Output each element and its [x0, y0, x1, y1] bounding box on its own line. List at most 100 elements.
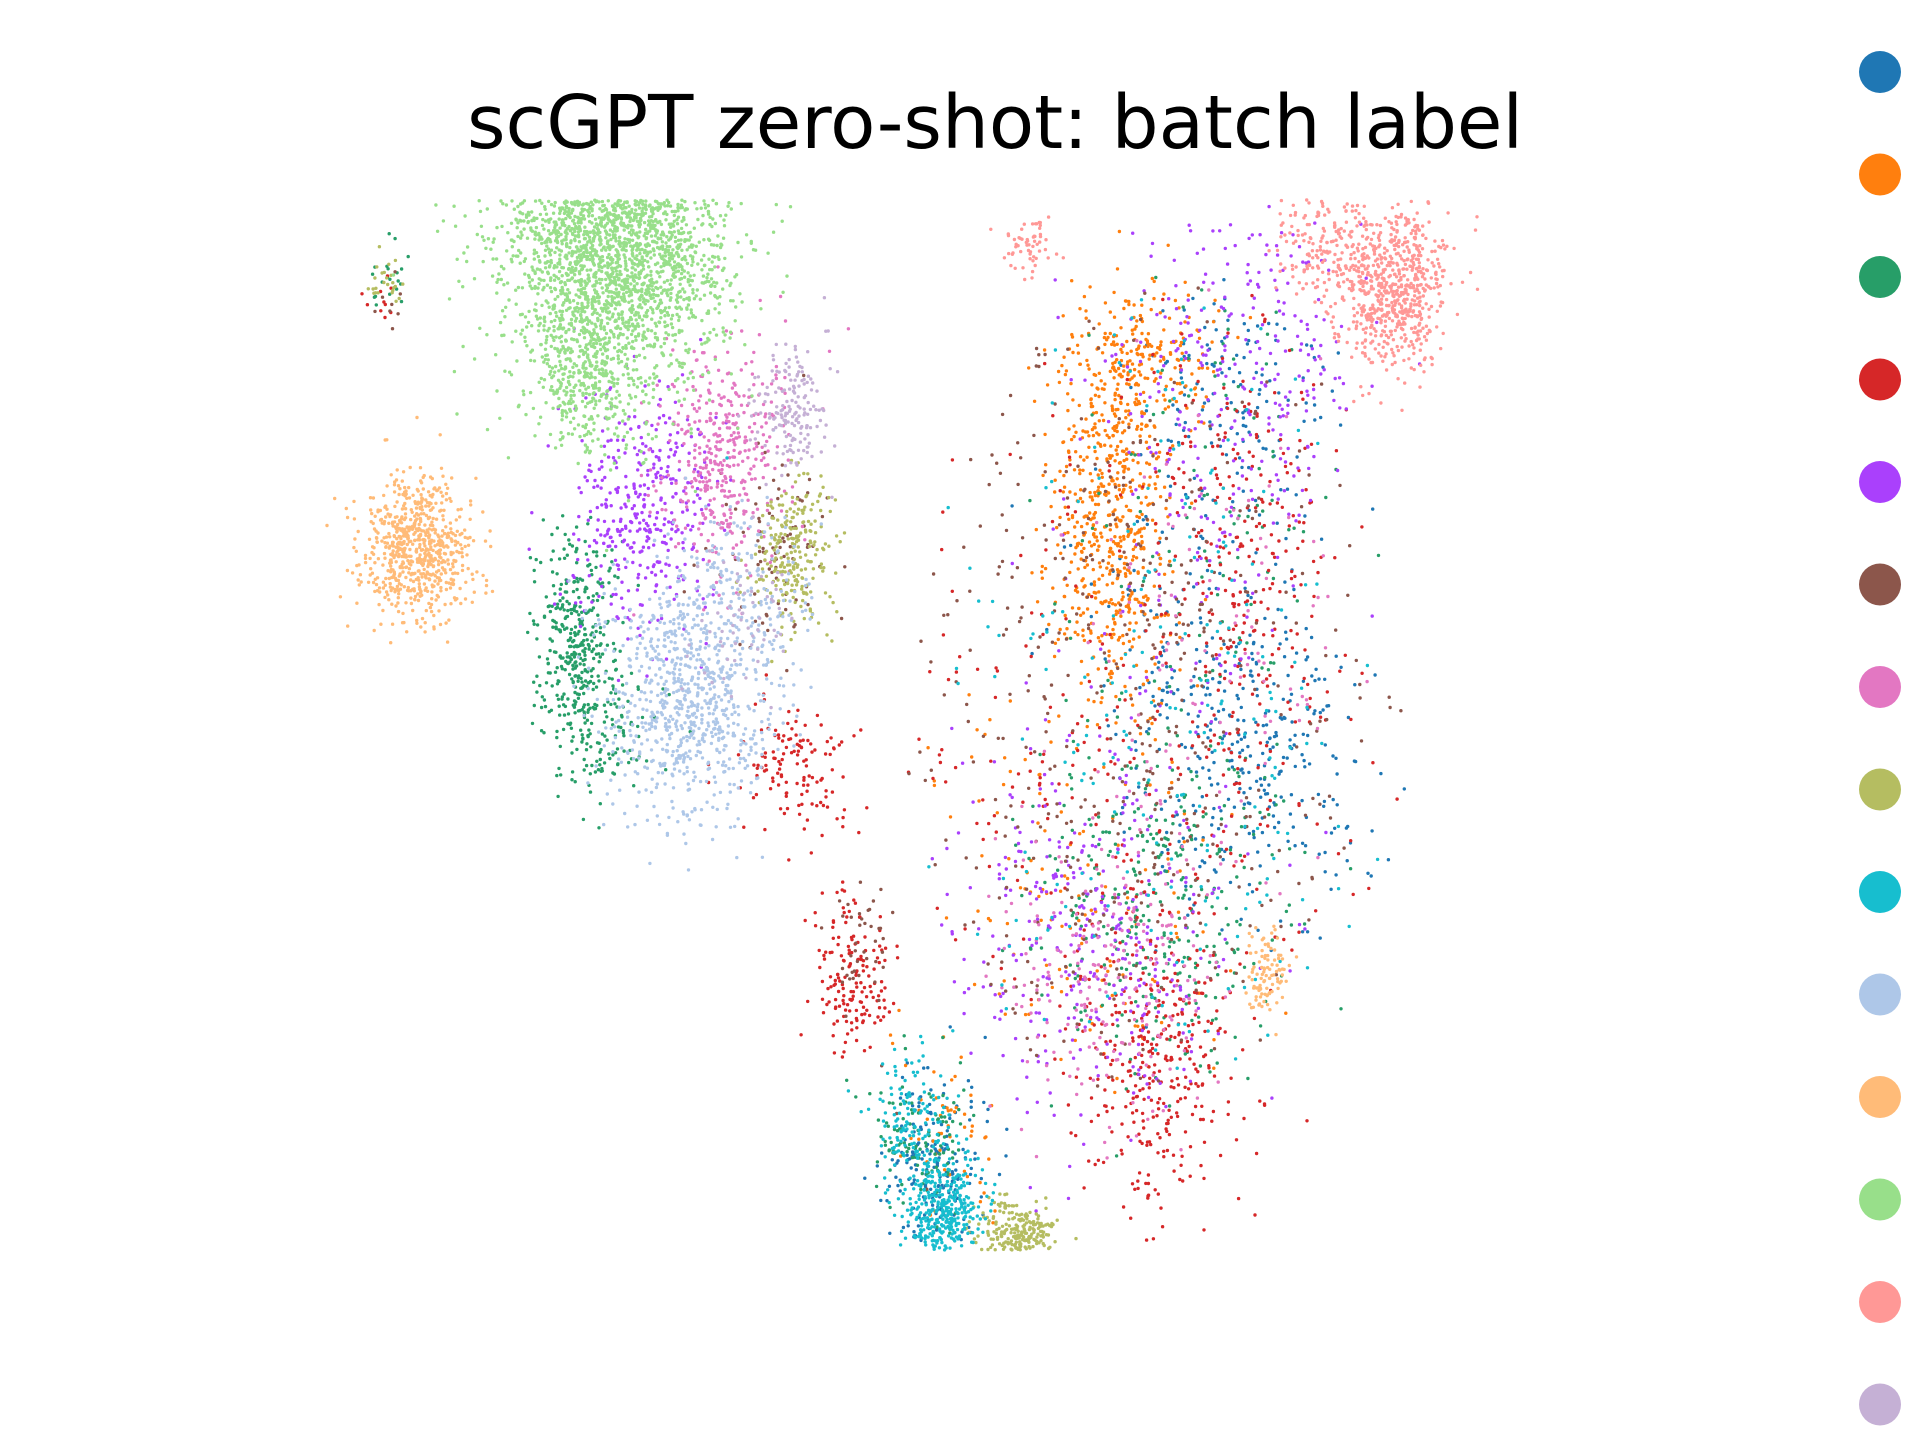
- scatter-point: [879, 1091, 883, 1095]
- scatter-point: [1051, 527, 1055, 531]
- scatter-point: [1046, 816, 1050, 821]
- scatter-point: [1126, 467, 1131, 471]
- scatter-point: [1338, 669, 1342, 673]
- scatter-point: [1269, 533, 1274, 537]
- scatter-point: [1223, 534, 1227, 538]
- scatter-point: [1073, 630, 1077, 634]
- scatter-point: [1145, 828, 1150, 832]
- scatter-point: [1004, 867, 1008, 871]
- scatter-point: [1066, 392, 1070, 396]
- scatter-point: [1239, 705, 1244, 710]
- scatter-point: [1129, 418, 1133, 422]
- scatter-point: [1306, 369, 1310, 373]
- scatter-point: [1252, 1016, 1257, 1021]
- scatter-point: [636, 687, 640, 691]
- scatter-point: [1212, 912, 1216, 916]
- scatter-point: [854, 981, 858, 985]
- scatter-point: [1287, 903, 1292, 907]
- scatter-point: [1128, 1069, 1132, 1073]
- scatter-point: [1093, 502, 1098, 507]
- scatter-point: [1111, 617, 1116, 621]
- scatter-point: [617, 421, 621, 425]
- scatter-point: [610, 560, 614, 564]
- scatter-point: [1217, 309, 1221, 313]
- scatter-point: [1110, 1013, 1114, 1017]
- scatter-point: [1136, 978, 1141, 982]
- scatter-point: [973, 1151, 977, 1156]
- scatter-point: [1078, 977, 1083, 981]
- scatter-point: [1144, 1238, 1149, 1242]
- scatter-point: [1111, 365, 1115, 369]
- scatter-point: [1111, 1022, 1115, 1027]
- scatter-point: [590, 600, 594, 604]
- scatter-point: [1145, 925, 1150, 929]
- scatter-point: [1074, 904, 1078, 908]
- scatter-point: [1205, 944, 1209, 949]
- scatter-point: [1083, 378, 1087, 382]
- scatter-point: [1243, 647, 1247, 652]
- scatter-point: [1126, 402, 1130, 407]
- scatter-point: [1210, 1018, 1215, 1022]
- scatter-point: [1307, 762, 1312, 766]
- scatter-point: [1221, 707, 1226, 712]
- scatter-point: [1147, 502, 1152, 506]
- scatter-point: [642, 451, 646, 455]
- scatter-point: [1205, 594, 1209, 599]
- scatter-point: [1079, 681, 1083, 685]
- scatter-point: [1274, 803, 1278, 807]
- scatter-point: [1165, 665, 1169, 669]
- scatter-point: [680, 531, 684, 535]
- scatter-point: [1288, 863, 1292, 867]
- scatter-point: [1094, 610, 1099, 614]
- scatter-point: [1001, 991, 1005, 996]
- scatter-point: [1118, 978, 1122, 983]
- scatter-point: [1218, 636, 1223, 641]
- scatter-point: [969, 1105, 973, 1109]
- scatter-point: [1070, 606, 1075, 610]
- scatter-point: [1119, 439, 1123, 444]
- scatter-point: [941, 1119, 945, 1124]
- scatter-point: [1094, 1010, 1098, 1014]
- scatter-point: [558, 628, 562, 632]
- scatter-point: [1057, 782, 1061, 786]
- scatter-point: [1194, 730, 1198, 734]
- scatter-point: [1166, 438, 1170, 442]
- scatter-point: [1032, 399, 1037, 403]
- scatter-point: [1110, 404, 1114, 408]
- scatter-point: [938, 1148, 942, 1152]
- scatter-point: [613, 574, 617, 578]
- scatter-point: [1113, 622, 1117, 626]
- scatter-point: [891, 1001, 896, 1006]
- scatter-point: [1227, 475, 1231, 479]
- scatter-point: [872, 967, 876, 971]
- scatter-point: [1053, 888, 1058, 892]
- scatter-point: [878, 944, 882, 948]
- scatter-point: [1209, 720, 1214, 724]
- scatter-point: [967, 987, 971, 991]
- scatter-point: [1053, 914, 1057, 919]
- scatter-point: [1124, 901, 1129, 905]
- scatter-point: [610, 717, 614, 722]
- scatter-point: [1100, 535, 1104, 539]
- scatter-point: [627, 495, 631, 499]
- scatter-point: [991, 934, 995, 938]
- scatter-point: [1202, 1140, 1207, 1145]
- scatter-point: [651, 503, 655, 507]
- scatter-point: [609, 602, 613, 606]
- scatter-point: [1136, 723, 1140, 728]
- scatter-point: [567, 538, 571, 542]
- scatter-point: [1214, 328, 1218, 332]
- scatter-point: [1140, 1053, 1144, 1058]
- scatter-point: [1188, 1057, 1192, 1061]
- scatter-point: [614, 466, 619, 470]
- scatter-point: [922, 1066, 926, 1070]
- scatter-point: [1291, 233, 1295, 237]
- scatter-point: [1123, 464, 1127, 469]
- scatter-point: [1135, 834, 1140, 838]
- scatter-point: [863, 1012, 867, 1016]
- scatter-point: [1133, 1072, 1137, 1076]
- scatter-point: [1298, 348, 1303, 352]
- scatter-point: [854, 973, 858, 977]
- scatter-point: [1181, 1031, 1185, 1035]
- scatter-point: [575, 561, 579, 565]
